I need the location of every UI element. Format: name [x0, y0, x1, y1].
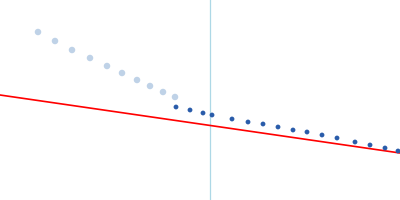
Point [172, 95, 178, 99]
Point [319, 133, 325, 137]
Point [87, 56, 93, 60]
Point [367, 143, 373, 147]
Point [69, 48, 75, 52]
Point [119, 71, 125, 75]
Point [160, 90, 166, 94]
Point [147, 84, 153, 88]
Point [35, 30, 41, 34]
Point [104, 64, 110, 68]
Point [395, 149, 400, 153]
Point [245, 120, 251, 124]
Point [187, 108, 193, 112]
Point [52, 39, 58, 43]
Point [334, 136, 340, 140]
Point [382, 146, 388, 150]
Point [173, 105, 179, 109]
Point [275, 125, 281, 129]
Point [290, 128, 296, 132]
Point [260, 122, 266, 126]
Point [304, 130, 310, 134]
Point [352, 140, 358, 144]
Point [229, 117, 235, 121]
Point [209, 113, 215, 117]
Point [200, 111, 206, 115]
Point [134, 78, 140, 82]
